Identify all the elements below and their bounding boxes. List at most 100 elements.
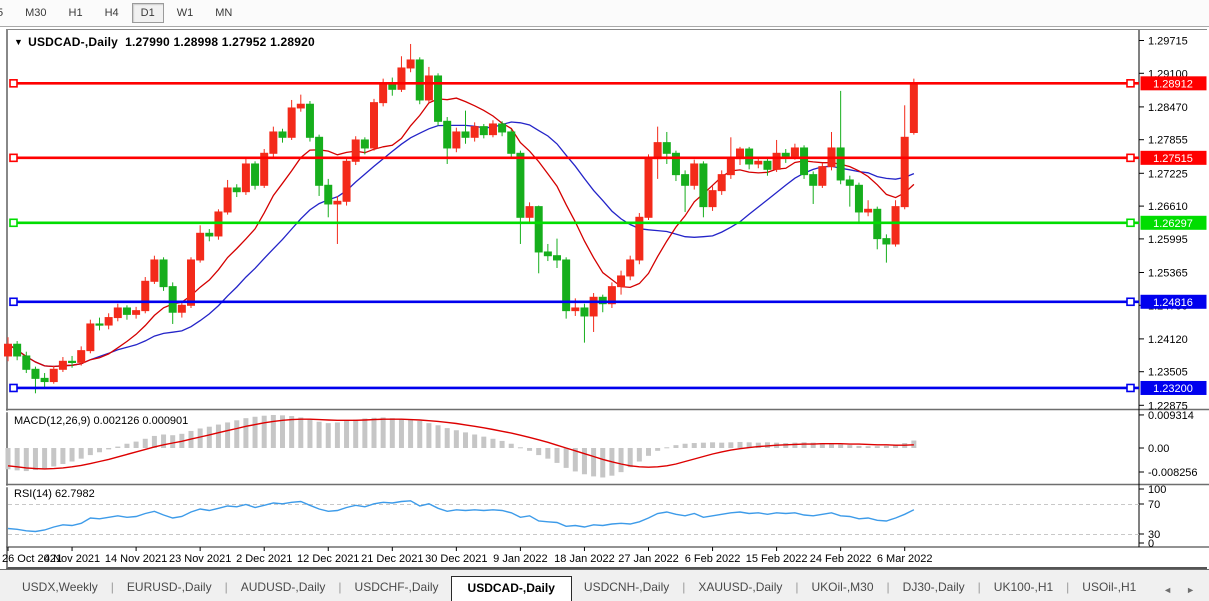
timeframe-button-5[interactable]: 5 — [0, 3, 12, 23]
candle-body — [617, 275, 626, 288]
line-handle[interactable] — [9, 79, 18, 88]
chart-canvas[interactable]: 1.297151.291001.284701.278551.272251.266… — [0, 27, 1209, 569]
price-axis-label: 1.27855 — [1148, 135, 1188, 147]
candle-body — [424, 75, 433, 101]
macd-axis-label: 0.00 — [1148, 443, 1169, 455]
candle-body — [671, 152, 680, 176]
timeframe-button-m30[interactable]: M30 — [25, 7, 47, 19]
macd-bar — [261, 415, 267, 448]
candle-body — [232, 187, 241, 193]
line-handle[interactable] — [9, 218, 18, 228]
macd-bar — [865, 446, 871, 448]
macd-bar — [499, 440, 505, 448]
macd-bar — [581, 448, 587, 475]
candle-body — [278, 131, 287, 138]
candle-body — [754, 160, 763, 165]
tab-usdcnh-daily[interactable]: USDCNH-,Daily — [583, 580, 670, 594]
macd-bar — [600, 448, 606, 478]
date-axis-label: 6 Feb 2022 — [685, 553, 741, 565]
timeframe-button-h4[interactable]: H4 — [104, 7, 119, 19]
macd-bar — [170, 435, 176, 448]
price-axis-label: 1.22875 — [1148, 400, 1188, 412]
macd-bar — [252, 416, 258, 448]
tab-separator: | — [977, 580, 981, 594]
macd-bar — [97, 448, 102, 453]
candle-body — [507, 131, 516, 154]
macd-bar — [426, 423, 432, 448]
candle-body — [882, 238, 891, 245]
candle-body — [40, 377, 49, 383]
rsi-axis-label: 30 — [1148, 529, 1160, 541]
timeframe-button-d1[interactable]: D1 — [131, 3, 164, 23]
price-badge — [1140, 380, 1207, 395]
symbol-dropdown-icon[interactable]: ▼ — [14, 37, 24, 47]
candle-body — [790, 147, 799, 157]
tab-eurusd-daily[interactable]: EURUSD-,Daily — [126, 580, 212, 594]
rsi-axis[interactable]: 100 70 300 — [1139, 484, 1166, 550]
candle-body — [845, 179, 854, 186]
tab-scroll-arrows: ◄ ► — [1163, 585, 1195, 599]
tab-separator: | — [110, 580, 114, 594]
macd-bar — [362, 418, 368, 448]
macd-axis[interactable]: 0.009314 0.00 -0.008256 — [1139, 410, 1198, 479]
candle-body — [864, 208, 873, 213]
line-handle[interactable] — [9, 153, 18, 163]
tab-usdcad-daily[interactable]: USDCAD-,Daily — [450, 576, 572, 601]
line-handle[interactable] — [1126, 383, 1135, 393]
rsi-axis-label: 100 — [1148, 484, 1166, 496]
chart-window: 1.29715 1.29100 1.28470 1.27855 1.27225 1.266… — [0, 27, 1209, 569]
price-axis[interactable]: 1.297151.291001.284701.278551.272251.266… — [1139, 36, 1188, 413]
macd-bar — [481, 436, 487, 448]
date-axis-label: 21 Dec 2021 — [361, 553, 423, 565]
ma-fast-line — [7, 97, 915, 368]
candle-body — [351, 139, 360, 162]
line-handle[interactable] — [1126, 297, 1135, 307]
price-badge-label: 1.27515 — [1153, 153, 1193, 165]
date-axis-label: 9 Jan 2022 — [493, 553, 547, 565]
tab-separator: | — [338, 580, 342, 594]
candle-body — [333, 200, 342, 205]
tab-ukoil-m30[interactable]: UKOil-,M30 — [811, 580, 874, 594]
candle-body — [571, 307, 580, 312]
line-handle[interactable] — [9, 383, 18, 393]
timeframe-button-w1[interactable]: W1 — [176, 7, 194, 19]
tab-scroll-right-icon[interactable]: ► — [1186, 585, 1195, 595]
tab-scroll-left-icon[interactable]: ◄ — [1163, 585, 1173, 595]
macd-bar — [42, 448, 48, 469]
price-axis-label: 1.23505 — [1148, 367, 1188, 379]
date-axis-label: 27 Jan 2022 — [618, 553, 679, 565]
tab-xauusd-daily[interactable]: XAUUSD-,Daily — [698, 580, 783, 594]
rsi-axis-label: 0 — [1148, 538, 1154, 550]
macd-bar — [398, 418, 404, 448]
candle-body — [406, 59, 415, 69]
timeframe-button-h1[interactable]: H1 — [68, 7, 83, 19]
tab-usdchf-daily[interactable]: USDCHF-,Daily — [354, 580, 439, 594]
macd-bar — [536, 448, 542, 456]
line-handle[interactable] — [1126, 153, 1135, 163]
macd-bar — [115, 446, 121, 448]
macd-bar — [51, 448, 57, 467]
tab-audusd-daily[interactable]: AUDUSD-,Daily — [240, 580, 326, 594]
macd-bar — [636, 448, 642, 462]
macd-bar — [874, 446, 880, 448]
tab-usoil-h1[interactable]: USOil-,H1 — [1082, 580, 1137, 594]
macd-bar — [572, 448, 578, 472]
line-handle[interactable] — [1126, 218, 1135, 228]
macd-bar — [124, 443, 130, 448]
tab-dj30-daily[interactable]: DJ30-,Daily — [902, 580, 965, 594]
macd-bar — [463, 432, 468, 448]
macd-bar — [719, 442, 725, 448]
macd-histogram — [5, 414, 917, 478]
candle-body — [809, 174, 818, 186]
timeframe-button-mn[interactable]: MN — [215, 7, 233, 19]
macd-bar — [106, 448, 112, 450]
candle-body — [562, 259, 571, 312]
macd-bar — [819, 443, 825, 448]
candle-body — [415, 59, 424, 101]
tab-usdx-weekly[interactable]: USDX,Weekly — [22, 580, 98, 594]
line-handle[interactable] — [9, 297, 18, 307]
line-handle[interactable] — [1126, 79, 1135, 88]
tab-uk100-h1[interactable]: UK100-,H1 — [993, 580, 1054, 594]
price-axis-label: 1.24120 — [1148, 334, 1188, 346]
